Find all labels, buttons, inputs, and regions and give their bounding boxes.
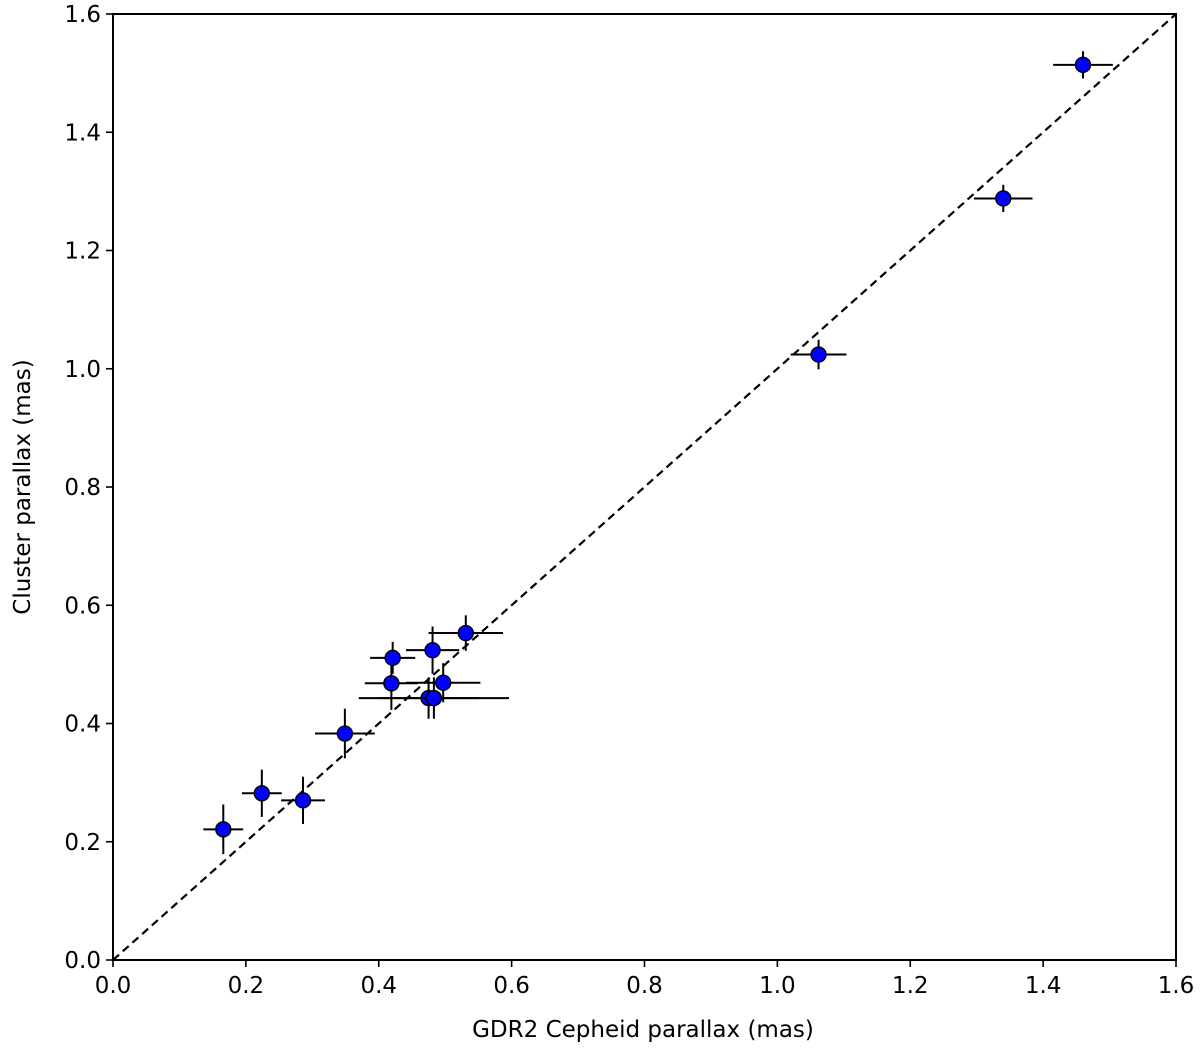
data-marker [434,674,452,691]
data-marker [810,346,827,363]
data-marker [383,675,400,692]
data-point [314,708,375,759]
y-tick-label: 0.0 [64,948,101,974]
data-point [428,615,503,651]
y-tick-label: 1.2 [64,239,101,265]
data-marker [995,190,1012,207]
data-point [370,641,416,674]
y-axis-ticks: 0.0 0.2 0.4 0.6 0.8 1.0 1.2 1.4 1.6 [64,2,113,974]
data-marker [1074,56,1092,74]
y-tick-label: 1.4 [64,120,101,146]
data-point [358,677,509,719]
data-marker [253,785,271,802]
y-axis-label: Cluster parallax (mas) [10,359,36,614]
x-tick-label: 1.2 [892,973,929,999]
data-marker [294,792,312,809]
data-marker [425,689,443,707]
data-point [974,184,1033,213]
data-marker [424,641,441,659]
y-tick-label: 0.6 [64,593,101,619]
x-tick-label: 0.2 [228,973,265,999]
y-tick-label: 0.4 [64,712,101,738]
plot-layer: 0.0 0.2 0.4 0.6 0.8 1.0 1.2 1.4 1.60.00.20.40.60… [64,2,1194,999]
x-tick-label: 1.0 [759,973,796,999]
x-axis-label: GDR2 Cepheid parallax (mas) [472,1017,814,1043]
data-point [1053,51,1113,79]
data-point [241,769,282,817]
x-tick-label: 0.6 [493,973,530,999]
x-tick-label: 0.8 [626,973,663,999]
data-marker [336,725,354,742]
reference-line [112,13,1177,961]
data-marker [215,821,232,838]
y-tick-label: 1.0 [64,357,101,383]
x-tick-label: 1.4 [1025,973,1062,999]
x-tick-label: 1.6 [1158,973,1195,999]
data-points [203,51,1113,855]
data-point [405,626,460,674]
data-point [790,339,847,370]
y-tick-label: 0.8 [64,475,101,501]
y-tick-label: 0.2 [64,830,101,856]
data-point [281,776,325,825]
y-tick-label: 1.6 [64,2,101,28]
x-axis-ticks: 0.0 0.2 0.4 0.6 0.8 1.0 1.2 1.4 1.6 [95,960,1195,999]
x-tick-label: 0.0 [95,973,132,999]
data-marker [384,649,401,667]
data-point [203,804,244,855]
data-marker [457,624,474,642]
x-tick-label: 0.4 [360,973,397,999]
data-point [405,663,481,703]
